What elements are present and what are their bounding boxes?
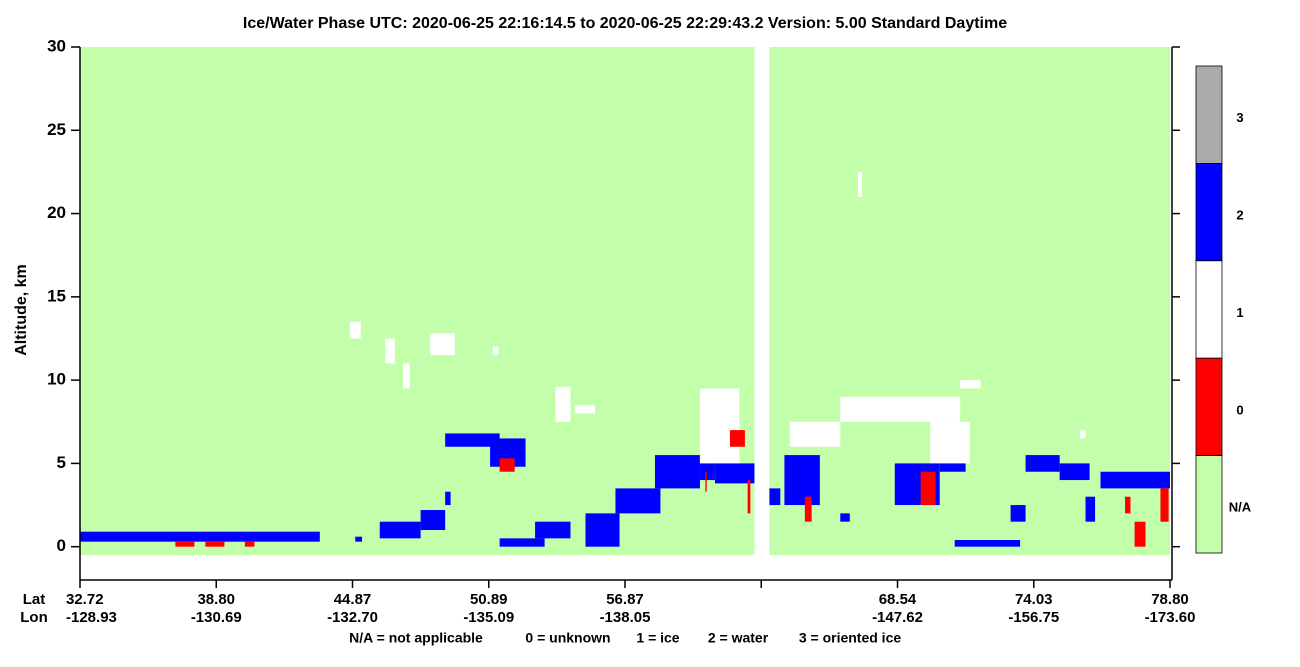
colorbar-label: 0 bbox=[1236, 402, 1243, 417]
phase-region bbox=[402, 363, 410, 389]
phase-region bbox=[960, 380, 981, 389]
phase-region bbox=[80, 531, 320, 542]
lat-label: 74.03 bbox=[1015, 591, 1053, 608]
y-tick-label: 0 bbox=[57, 536, 66, 555]
lat-label: 32.72 bbox=[66, 591, 104, 608]
y-axis-label: Altitude, km bbox=[13, 264, 30, 356]
phase-region bbox=[920, 471, 936, 506]
lon-label: -135.09 bbox=[463, 609, 514, 626]
phase-region bbox=[857, 171, 863, 197]
phase-region bbox=[244, 541, 255, 547]
y-tick-label: 20 bbox=[47, 203, 66, 222]
phase-region bbox=[769, 47, 1170, 556]
legend-text: N/A = not applicable bbox=[349, 630, 483, 646]
phase-region bbox=[789, 421, 841, 447]
phase-region bbox=[1100, 471, 1170, 489]
phase-region bbox=[555, 386, 571, 422]
chart-title: Ice/Water Phase UTC: 2020-06-25 22:16:14… bbox=[243, 15, 1007, 32]
y-tick-label: 15 bbox=[47, 286, 66, 305]
legend-text: 1 = ice bbox=[636, 630, 679, 646]
phase-region bbox=[939, 463, 966, 472]
lat-label: 50.89 bbox=[470, 591, 508, 608]
lon-label: -147.62 bbox=[872, 609, 923, 626]
y-tick-label: 30 bbox=[47, 36, 66, 55]
lat-label: 68.54 bbox=[879, 591, 917, 608]
legend-text: 3 = oriented ice bbox=[799, 630, 902, 646]
phase-region bbox=[349, 321, 361, 339]
phase-region bbox=[1010, 505, 1026, 522]
lon-label: -132.70 bbox=[327, 609, 378, 626]
lat-title: Lat bbox=[23, 591, 46, 608]
colorbar-label: N/A bbox=[1229, 500, 1252, 515]
lon-label: -128.93 bbox=[66, 609, 117, 626]
phase-region bbox=[705, 471, 707, 492]
phase-region bbox=[930, 421, 970, 464]
y-tick-label: 5 bbox=[57, 453, 66, 472]
colorbar-label: 2 bbox=[1236, 208, 1243, 223]
phase-region bbox=[784, 455, 820, 506]
lon-label: -156.75 bbox=[1008, 609, 1059, 626]
phase-region bbox=[445, 433, 500, 447]
legend-text: 0 = unknown bbox=[525, 630, 610, 646]
colorbar-label: 1 bbox=[1236, 305, 1243, 320]
lat-label: 38.80 bbox=[197, 591, 235, 608]
phase-region bbox=[1134, 521, 1146, 547]
colorbar-swatch bbox=[1195, 260, 1223, 359]
phase-region bbox=[175, 541, 195, 547]
colorbar-swatch bbox=[1195, 162, 1223, 262]
phase-region bbox=[1125, 496, 1131, 514]
lat-label: 78.80 bbox=[1151, 591, 1189, 608]
phase-region bbox=[747, 480, 751, 514]
phase-region bbox=[355, 536, 363, 542]
phase-region bbox=[499, 458, 515, 472]
phase-region bbox=[840, 513, 850, 522]
phase-region bbox=[535, 521, 571, 539]
phase-region bbox=[1080, 430, 1086, 439]
phase-region bbox=[1059, 463, 1090, 481]
colorbar-label: 3 bbox=[1236, 110, 1243, 125]
phase-region bbox=[420, 510, 446, 531]
phase-region bbox=[1085, 496, 1096, 522]
y-tick-label: 25 bbox=[47, 120, 66, 139]
lat-label: 44.87 bbox=[334, 591, 372, 608]
phase-region bbox=[769, 488, 781, 506]
colorbar-swatch bbox=[1195, 65, 1223, 164]
colorbar-swatch bbox=[1195, 455, 1223, 554]
phase-region bbox=[954, 540, 1021, 547]
legend-text: 2 = water bbox=[708, 630, 769, 646]
phase-region bbox=[699, 388, 740, 464]
phase-region bbox=[1160, 488, 1169, 522]
phase-region bbox=[1025, 455, 1060, 472]
lat-label: 56.87 bbox=[606, 591, 644, 608]
lon-label: -173.60 bbox=[1145, 609, 1196, 626]
phase-region bbox=[430, 333, 455, 356]
lon-label: -138.05 bbox=[600, 609, 651, 626]
colorbar-swatch bbox=[1195, 357, 1223, 457]
phase-region bbox=[654, 455, 700, 489]
y-tick-label: 10 bbox=[47, 370, 66, 389]
phase-region bbox=[80, 47, 755, 556]
phase-region bbox=[492, 346, 499, 356]
phase-region bbox=[585, 513, 620, 547]
phase-region bbox=[499, 538, 545, 547]
phase-region bbox=[804, 496, 812, 522]
phase-region bbox=[385, 338, 395, 364]
phase-region bbox=[615, 488, 661, 514]
phase-region bbox=[379, 521, 421, 539]
phase-region bbox=[574, 405, 596, 414]
phase-region bbox=[729, 430, 745, 447]
lon-title: Lon bbox=[20, 609, 48, 626]
phase-region bbox=[445, 491, 451, 506]
lon-label: -130.69 bbox=[191, 609, 242, 626]
phase-region bbox=[714, 463, 755, 484]
phase-region bbox=[205, 541, 225, 547]
phase-region bbox=[840, 396, 961, 422]
